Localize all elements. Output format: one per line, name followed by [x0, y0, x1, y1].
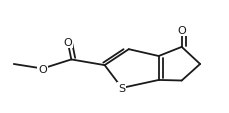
Text: O: O [38, 64, 47, 74]
Text: O: O [63, 38, 72, 48]
Text: O: O [177, 26, 185, 35]
Text: S: S [118, 83, 125, 93]
